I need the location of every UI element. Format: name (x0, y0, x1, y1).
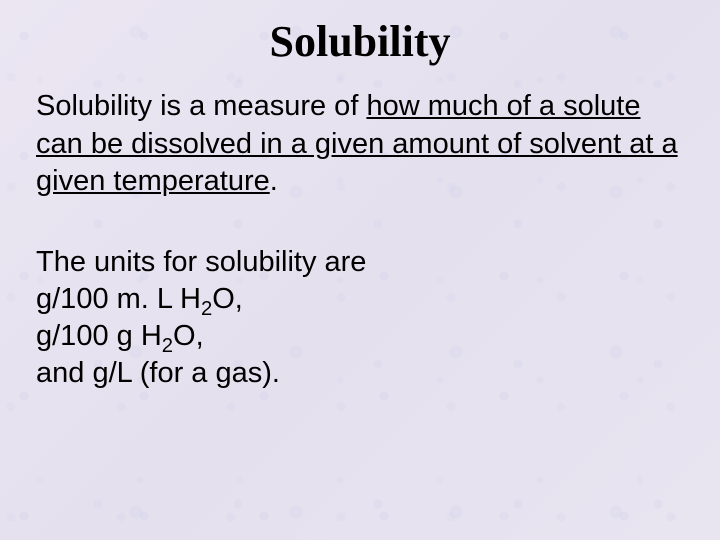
paragraph-definition: Solubility is a measure of how much of a… (36, 88, 684, 199)
paragraph-units: The units for solubility are g/100 m. L … (36, 244, 684, 392)
definition-tail: . (270, 165, 278, 197)
units-line-3-pre: g/100 g H (36, 320, 162, 352)
units-line-3-post: O, (173, 320, 204, 352)
units-line-1: The units for solubility are (36, 244, 684, 281)
slide-container: Solubility Solubility is a measure of ho… (0, 0, 720, 540)
units-line-3: g/100 g H2O, (36, 318, 684, 355)
units-line-4: and g/L (for a gas). (36, 355, 684, 392)
units-line-2-sub: 2 (201, 298, 212, 320)
slide-title: Solubility (36, 18, 684, 66)
units-line-2-post: O, (212, 283, 243, 315)
units-line-2-pre: g/100 m. L H (36, 283, 201, 315)
units-line-2: g/100 m. L H2O, (36, 281, 684, 318)
units-line-3-sub: 2 (162, 335, 173, 357)
definition-lead: Solubility is a measure of (36, 90, 366, 122)
